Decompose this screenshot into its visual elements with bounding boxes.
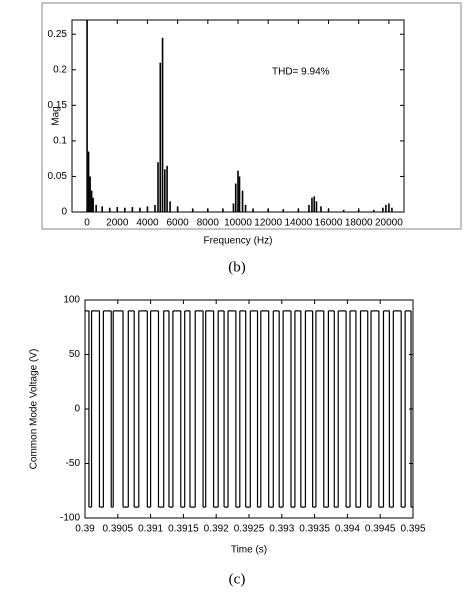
bar [282, 209, 285, 212]
bar [157, 162, 159, 212]
x-tick-label: 20000 [375, 218, 403, 229]
x-tick-label: 6000 [167, 218, 190, 229]
bar [241, 190, 244, 212]
annotation: THD= 9.94% [272, 67, 330, 78]
bar [222, 208, 224, 212]
x-tick-label: 2000 [106, 218, 129, 229]
bar [357, 209, 360, 212]
bar [313, 196, 316, 212]
bar [166, 165, 168, 212]
y-tick-label: -100 [60, 513, 80, 524]
x-tick-label: 0.393 [269, 524, 294, 535]
y-tick-label: 100 [63, 295, 80, 306]
bar [86, 20, 88, 212]
y-tick-label: 0.1 [53, 136, 67, 147]
bar [315, 201, 318, 212]
bar [234, 183, 237, 212]
x-tick-label: 16000 [315, 218, 343, 229]
plot-area [84, 299, 414, 519]
x-tick-label: 0.3935 [299, 524, 330, 535]
bar [207, 209, 209, 212]
bar [342, 209, 345, 212]
bar [176, 206, 179, 212]
x-axis-label: Frequency (Hz) [204, 236, 273, 247]
bar [131, 207, 134, 212]
x-tick-label: 0.39 [75, 524, 95, 535]
bar [95, 204, 97, 212]
x-tick-label: 0.391 [138, 524, 163, 535]
bar [191, 208, 194, 212]
bar [373, 209, 375, 212]
x-tick-label: 12000 [254, 218, 282, 229]
bar [327, 209, 330, 212]
x-tick-label: 18000 [345, 218, 373, 229]
bar [311, 197, 313, 212]
bar [320, 206, 322, 212]
y-axis-label: Mag [51, 106, 62, 125]
bar [388, 203, 390, 212]
y-tick-label: 0 [74, 404, 80, 415]
x-tick-label: 4000 [136, 218, 159, 229]
bar [237, 170, 239, 212]
bar [391, 207, 393, 212]
bar [385, 204, 387, 212]
x-tick-label: 0.3915 [168, 524, 199, 535]
bar [308, 204, 310, 212]
x-tick-label: 0.395 [400, 524, 425, 535]
y-tick-label: -50 [66, 458, 81, 469]
x-tick-label: 0.392 [204, 524, 229, 535]
y-tick-label: 0 [61, 207, 67, 218]
caption: (c) [229, 571, 246, 587]
bar [382, 207, 384, 212]
bar [101, 206, 103, 212]
x-axis-label: Time (s) [231, 545, 267, 556]
x-tick-label: 0.3945 [365, 524, 396, 535]
x-tick-label: 0.3925 [234, 524, 265, 535]
bar [87, 151, 90, 212]
bar [267, 209, 269, 212]
bar [238, 176, 241, 212]
bar [89, 176, 91, 212]
panel-border [41, 2, 462, 230]
caption: (b) [228, 259, 246, 275]
y-tick-label: 0.25 [48, 29, 68, 40]
bar [244, 204, 247, 212]
bar [159, 62, 162, 212]
bar [124, 207, 126, 212]
x-tick-label: 0.394 [335, 524, 360, 535]
y-tick-label: 0.15 [48, 100, 68, 111]
bar [92, 197, 94, 212]
x-tick-label: 0.3905 [103, 524, 134, 535]
bar [90, 190, 93, 212]
bar [169, 201, 171, 212]
x-tick-label: 8000 [197, 218, 220, 229]
y-tick-label: 0.2 [53, 64, 67, 75]
bar [154, 204, 156, 212]
y-axis-label: Common Mode Voltage (V) [29, 349, 40, 470]
bar [252, 208, 254, 212]
bar [108, 207, 111, 212]
x-tick-label: 0 [84, 218, 90, 229]
y-tick-label: 0.05 [48, 171, 68, 182]
x-tick-label: 10000 [224, 218, 252, 229]
bar [161, 37, 164, 213]
bar [164, 169, 166, 212]
x-tick-label: 14000 [284, 218, 312, 229]
y-tick-label: 50 [69, 349, 81, 360]
bar [232, 203, 235, 212]
bar [146, 206, 149, 212]
bar [139, 207, 141, 212]
bar [116, 207, 119, 212]
bar [297, 209, 300, 212]
